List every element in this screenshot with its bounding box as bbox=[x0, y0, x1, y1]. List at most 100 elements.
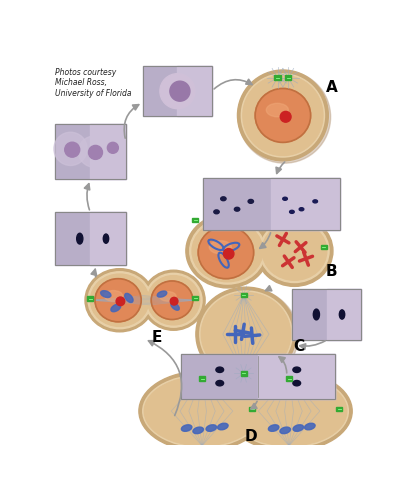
Circle shape bbox=[223, 248, 234, 259]
Ellipse shape bbox=[293, 380, 301, 386]
Circle shape bbox=[54, 132, 87, 166]
Ellipse shape bbox=[206, 425, 217, 432]
Circle shape bbox=[170, 298, 178, 305]
Bar bbox=[55, 124, 126, 180]
Bar bbox=[292, 290, 361, 340]
Ellipse shape bbox=[111, 304, 121, 312]
Ellipse shape bbox=[147, 276, 200, 325]
Bar bbox=[177, 66, 212, 116]
Ellipse shape bbox=[339, 310, 345, 319]
Ellipse shape bbox=[266, 104, 289, 117]
Ellipse shape bbox=[238, 71, 330, 163]
Ellipse shape bbox=[214, 210, 219, 214]
Bar bbox=[292, 290, 361, 340]
Bar bbox=[336, 406, 342, 411]
Bar bbox=[90, 124, 126, 180]
Ellipse shape bbox=[209, 240, 232, 254]
Bar bbox=[55, 212, 126, 265]
Circle shape bbox=[107, 142, 118, 154]
Text: B: B bbox=[325, 264, 337, 278]
Bar bbox=[285, 76, 291, 80]
Bar bbox=[199, 376, 205, 381]
Ellipse shape bbox=[139, 371, 265, 451]
Bar bbox=[181, 354, 335, 399]
Circle shape bbox=[99, 135, 124, 160]
Ellipse shape bbox=[103, 234, 109, 243]
Ellipse shape bbox=[192, 220, 263, 282]
Ellipse shape bbox=[193, 388, 204, 395]
Ellipse shape bbox=[216, 367, 223, 372]
Ellipse shape bbox=[255, 88, 311, 142]
Ellipse shape bbox=[143, 375, 261, 448]
Bar bbox=[55, 212, 126, 265]
Text: E: E bbox=[152, 330, 162, 345]
Ellipse shape bbox=[193, 427, 204, 434]
Ellipse shape bbox=[221, 197, 226, 200]
Ellipse shape bbox=[283, 197, 287, 200]
Ellipse shape bbox=[218, 423, 228, 430]
Ellipse shape bbox=[243, 76, 323, 156]
Ellipse shape bbox=[241, 74, 324, 157]
Ellipse shape bbox=[151, 281, 193, 320]
Ellipse shape bbox=[256, 216, 333, 286]
Ellipse shape bbox=[196, 287, 296, 381]
Ellipse shape bbox=[293, 391, 304, 398]
Ellipse shape bbox=[182, 425, 192, 432]
Circle shape bbox=[79, 136, 109, 167]
Ellipse shape bbox=[262, 222, 327, 280]
Bar bbox=[90, 212, 126, 265]
Ellipse shape bbox=[226, 371, 352, 451]
Bar bbox=[181, 354, 335, 399]
Circle shape bbox=[116, 297, 125, 306]
Text: D: D bbox=[244, 429, 257, 444]
Ellipse shape bbox=[268, 425, 279, 432]
Ellipse shape bbox=[142, 270, 205, 330]
Bar bbox=[203, 178, 340, 230]
Ellipse shape bbox=[125, 294, 133, 302]
Ellipse shape bbox=[85, 268, 154, 332]
Ellipse shape bbox=[201, 292, 291, 376]
Ellipse shape bbox=[88, 272, 151, 328]
Bar bbox=[143, 66, 212, 116]
Ellipse shape bbox=[206, 391, 217, 398]
Bar bbox=[286, 376, 292, 381]
Text: Photos courtesy
Michael Ross,
University of Florida: Photos courtesy Michael Ross, University… bbox=[55, 68, 131, 98]
Ellipse shape bbox=[145, 274, 202, 327]
Ellipse shape bbox=[90, 274, 149, 326]
Ellipse shape bbox=[280, 427, 291, 434]
Bar bbox=[258, 354, 335, 399]
Bar bbox=[274, 76, 280, 80]
Ellipse shape bbox=[101, 290, 111, 298]
Ellipse shape bbox=[304, 423, 315, 430]
Ellipse shape bbox=[171, 302, 179, 310]
Ellipse shape bbox=[77, 233, 83, 244]
Circle shape bbox=[160, 74, 195, 108]
Ellipse shape bbox=[216, 380, 223, 386]
Ellipse shape bbox=[237, 70, 328, 161]
Ellipse shape bbox=[248, 200, 254, 203]
Bar bbox=[321, 245, 327, 250]
Ellipse shape bbox=[157, 291, 167, 297]
Circle shape bbox=[280, 112, 291, 122]
Circle shape bbox=[170, 81, 190, 101]
Bar bbox=[192, 296, 198, 300]
Bar bbox=[241, 292, 247, 297]
Ellipse shape bbox=[182, 391, 192, 398]
Bar bbox=[143, 66, 212, 116]
Ellipse shape bbox=[299, 208, 304, 211]
Ellipse shape bbox=[260, 220, 329, 282]
Ellipse shape bbox=[160, 292, 176, 301]
Bar bbox=[192, 218, 198, 222]
Bar bbox=[249, 406, 255, 411]
Ellipse shape bbox=[230, 375, 348, 448]
Text: A: A bbox=[326, 80, 338, 96]
Ellipse shape bbox=[234, 208, 240, 211]
Circle shape bbox=[65, 142, 80, 157]
Ellipse shape bbox=[190, 218, 265, 284]
Ellipse shape bbox=[268, 391, 279, 398]
Ellipse shape bbox=[293, 425, 304, 432]
Text: C: C bbox=[294, 339, 305, 354]
Ellipse shape bbox=[104, 290, 123, 302]
Ellipse shape bbox=[304, 392, 315, 399]
Bar bbox=[271, 178, 340, 230]
